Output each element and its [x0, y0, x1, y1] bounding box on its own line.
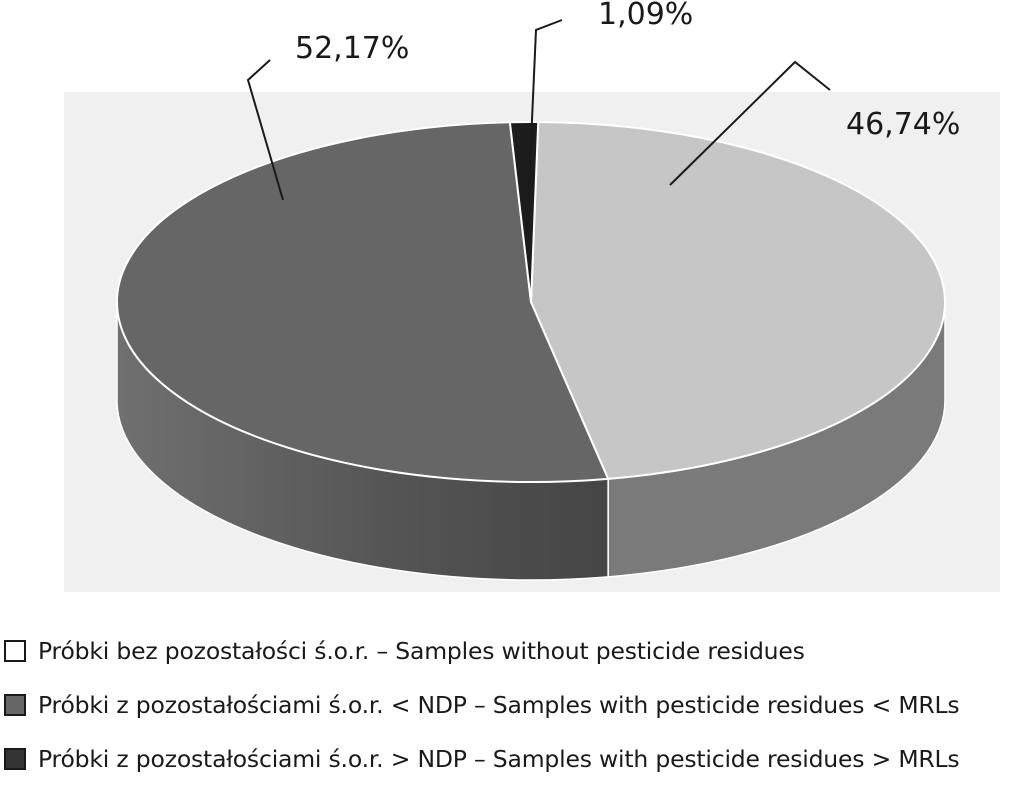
legend-swatch-below-mrl — [4, 694, 26, 716]
legend-label-no-residues: Próbki bez pozostałości ś.o.r. – Samples… — [38, 637, 805, 665]
legend-item-above-mrl: Próbki z pozostałościami ś.o.r. > NDP – … — [4, 740, 960, 778]
legend-label-below-mrl: Próbki z pozostałościami ś.o.r. < NDP – … — [38, 691, 960, 719]
pie-chart: 46,74% 52,17% 1,09% — [64, 0, 1000, 592]
data-label-below-mrl: 52,17% — [295, 31, 409, 66]
pie-slice-no-residues — [530, 121, 946, 480]
data-label-no-residues: 46,74% — [846, 107, 960, 142]
pie-slice-above-mrl — [508, 120, 540, 303]
leader-line-no-residues — [669, 60, 831, 186]
legend-label-above-mrl: Próbki z pozostałościami ś.o.r. > NDP – … — [38, 745, 960, 773]
legend-item-no-residues: Próbki bez pozostałości ś.o.r. – Samples… — [4, 632, 959, 670]
pie-slice-below-mrl — [116, 121, 610, 483]
leader-line-above-mrl — [526, 19, 563, 233]
data-label-above-mrl: 1,09% — [598, 0, 693, 32]
legend-item-below-mrl: Próbki z pozostałościami ś.o.r. < NDP – … — [4, 686, 960, 724]
legend: Próbki bez pozostałości ś.o.r. – Samples… — [4, 632, 960, 794]
legend-swatch-above-mrl — [4, 748, 26, 770]
leader-line-below-mrl — [246, 59, 284, 201]
legend-swatch-no-residues — [4, 640, 26, 662]
